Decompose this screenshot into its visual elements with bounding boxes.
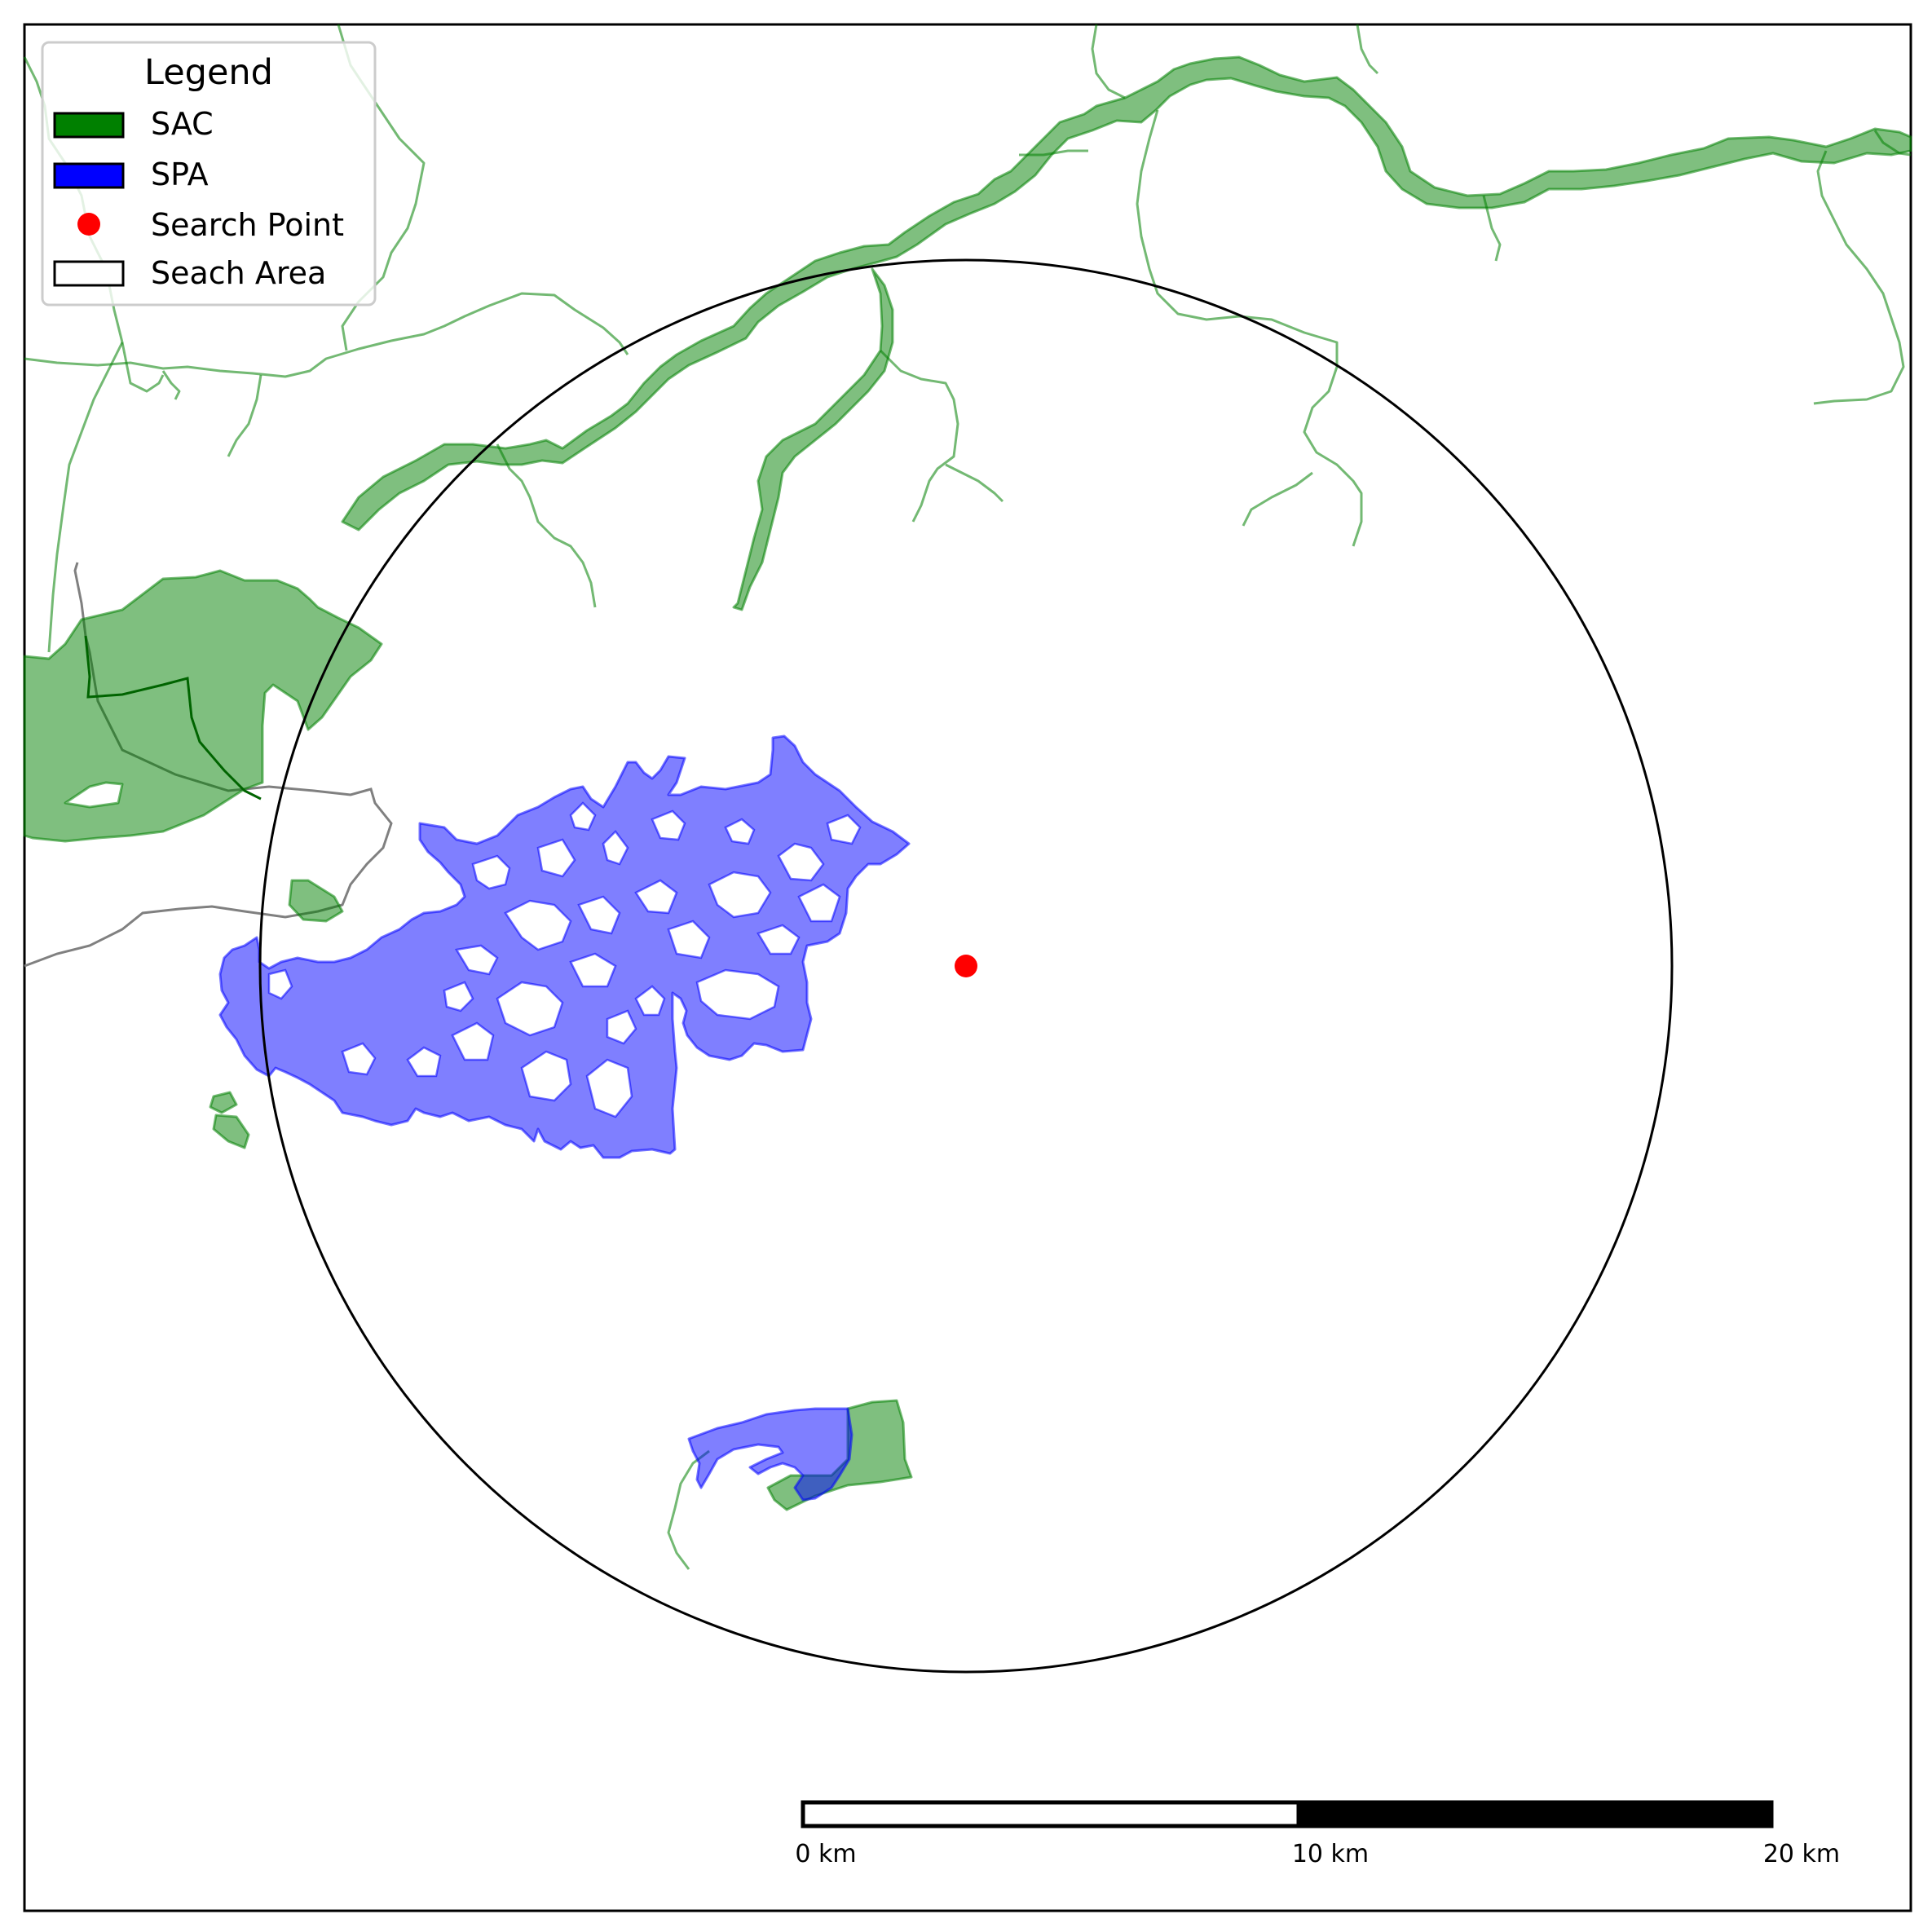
sac-river-north-spur	[1091, 24, 1126, 99]
sac-river-west-branch	[24, 292, 629, 378]
spa-hole-27	[606, 1009, 637, 1045]
spa-hole-17	[496, 981, 564, 1037]
spa-hole-18	[451, 1021, 495, 1061]
sac-river-trib-b	[732, 267, 894, 611]
sac-blob-2	[212, 1114, 250, 1149]
sac-area-west-hole	[64, 781, 124, 809]
spa-hole-25	[267, 968, 293, 1000]
scale-label-10: 10 km	[1292, 1840, 1369, 1868]
legend-box	[41, 41, 377, 307]
legend-label-search-point: Search Point	[151, 207, 344, 243]
sac-area-west	[23, 569, 383, 843]
spa-hole-16	[695, 968, 780, 1021]
sac-river-trib-f	[1813, 150, 1905, 405]
scale-label-0: 0 km	[795, 1840, 856, 1868]
sac-boundary-dark	[84, 635, 262, 801]
legend-swatch-search-point	[77, 213, 100, 236]
spa-hole-2	[536, 838, 576, 878]
spa-hole-13	[777, 842, 825, 882]
spa-hole-15	[756, 924, 801, 955]
sac-river-west-branch-3	[227, 374, 262, 457]
spa-hole-6	[454, 944, 499, 976]
scale-bar-segment-2	[1296, 1800, 1774, 1828]
sac-river-trib-d	[1136, 109, 1363, 547]
legend-label-sac: SAC	[151, 106, 214, 142]
sac-river-west-branch-2	[161, 370, 181, 400]
spa-hole-14	[797, 883, 841, 923]
scale-bar-segment-1	[801, 1800, 1301, 1828]
spa-hole-4	[602, 830, 629, 866]
spa-holes	[267, 801, 862, 1118]
scale-label-20: 20 km	[1763, 1840, 1840, 1868]
sac-river-northwest-2	[47, 342, 124, 653]
scale-bar: 0 km 10 km 20 km	[795, 1800, 1840, 1868]
spa-hole-20	[520, 1050, 572, 1102]
legend-label-search-area: Seach Area	[151, 255, 326, 291]
legend-swatch-sac	[53, 112, 125, 139]
spa-hole-7	[577, 895, 621, 935]
sac-river-trib-g	[1873, 130, 1912, 157]
spa-hole-5	[504, 899, 572, 951]
sac-river-trib-e	[1482, 195, 1502, 262]
sac-river-trib-a	[496, 443, 597, 608]
sac-river-north-spur-2	[1356, 24, 1379, 75]
spa-hole-22	[634, 985, 666, 1017]
spa-area-south	[687, 1407, 854, 1502]
sac-river-trib-c2	[945, 463, 1004, 503]
legend-label-spa: SPA	[151, 157, 209, 192]
legend-title: Legend	[144, 52, 273, 93]
spa-hole-11	[651, 809, 686, 841]
search-area-circle	[258, 258, 1674, 1674]
spa-hole-1	[471, 854, 511, 890]
sac-blob-1	[209, 1091, 238, 1114]
spa-hole-3	[569, 801, 597, 831]
spa-hole-21	[585, 1058, 633, 1118]
sac-features	[23, 24, 1912, 1570]
spa-hole-8	[634, 879, 678, 915]
sac-river-trib-c	[879, 349, 959, 523]
sac-river-trib-d2	[1242, 471, 1313, 527]
spa-hole-23	[406, 1046, 442, 1078]
legend-swatch-search-area	[53, 260, 125, 287]
sac-area-small-mid	[288, 879, 344, 923]
sac-river-south	[667, 1449, 710, 1570]
spa-hole-10	[708, 871, 772, 919]
search-point	[955, 955, 977, 977]
spa-hole-9	[667, 920, 711, 959]
sac-river-north-spur-3	[1019, 149, 1088, 157]
spa-features	[218, 734, 911, 1502]
spa-hole-24	[341, 1042, 377, 1076]
spa-hole-28	[443, 981, 474, 1012]
spa-hole-12	[724, 818, 756, 845]
legend: Legend SAC SPA Search Point Seach Area	[41, 41, 377, 307]
legend-swatch-spa	[53, 162, 125, 189]
spa-hole-26	[826, 814, 862, 845]
spa-hole-19	[569, 952, 617, 988]
